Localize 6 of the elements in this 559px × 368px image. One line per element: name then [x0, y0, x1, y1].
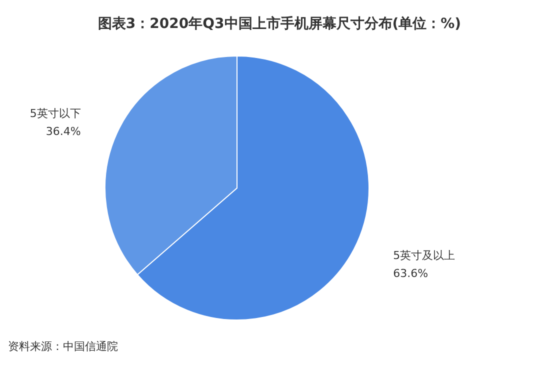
text: 资料来源：中国信通院 — [8, 340, 118, 353]
chart-title: 图表3：2020年Q3中国上市手机屏幕尺寸分布(单位：%) — [98, 15, 462, 32]
slice-label: 5英寸及以上 — [393, 249, 456, 262]
slice-label: 5英寸以下 — [30, 106, 81, 120]
data-label: 36.4% — [46, 124, 81, 138]
data-label: 63.6% — [393, 267, 428, 280]
